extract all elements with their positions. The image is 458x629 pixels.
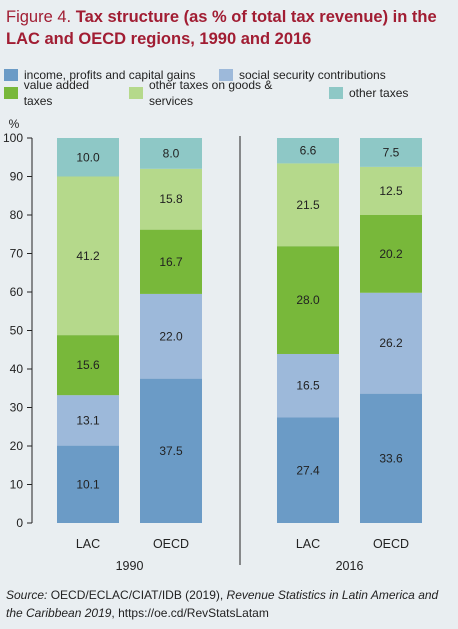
x-tick-label-1: OECD <box>153 537 189 551</box>
y-axis-label: % <box>9 117 20 131</box>
data-label-2-4: 6.6 <box>300 144 317 158</box>
legend-label-income: income, profits and capital gains <box>24 68 196 82</box>
source-note: Source: OECD/ECLAC/CIAT/IDB (2019), Reve… <box>6 586 454 622</box>
data-label-2-0: 27.4 <box>296 463 320 477</box>
legend-row-1: income, profits and capital gains social… <box>4 66 454 84</box>
source-label: Source: <box>6 588 48 602</box>
y-tick-label-50: 50 <box>10 324 24 338</box>
source-publication: Revenue Statistics in Latin America and … <box>6 588 439 620</box>
bar-segment-1-0 <box>140 378 202 523</box>
legend-item-income: income, profits and capital gains <box>4 67 209 83</box>
data-label-2-1: 16.5 <box>296 379 320 393</box>
data-label-1-3: 15.8 <box>159 192 183 206</box>
bar-segment-3-3 <box>360 166 422 215</box>
x-tick-label-2: LAC <box>296 537 320 551</box>
y-tick-label-10: 10 <box>10 478 24 492</box>
legend-swatch-other-goods <box>129 87 143 99</box>
x-tick-label-3: OECD <box>373 537 409 551</box>
bar-segment-0-4 <box>57 138 119 177</box>
data-label-1-2: 16.7 <box>159 255 183 269</box>
source-url: , https://oe.cd/RevStatsLatam <box>111 606 269 620</box>
data-label-0-2: 15.6 <box>76 358 100 372</box>
y-tick-label-60: 60 <box>10 285 24 299</box>
legend-item-social-security: social security contributions <box>219 67 386 83</box>
legend-label-other-goods: other taxes on goods & services <box>148 78 273 108</box>
legend-label-vat: value added taxes <box>23 78 90 108</box>
bar-segment-3-2 <box>360 215 422 293</box>
y-tick-label-30: 30 <box>10 401 24 415</box>
figure-title-text: Tax structure (as % of total tax revenue… <box>6 8 437 48</box>
bar-segment-0-1 <box>57 395 119 446</box>
y-tick-label-40: 40 <box>10 362 24 376</box>
bar-segment-2-1 <box>277 353 339 418</box>
bar-segment-1-2 <box>140 229 202 294</box>
group-label-0: 1990 <box>116 559 144 573</box>
source-text: OECD/ECLAC/CIAT/IDB (2019), <box>50 588 224 602</box>
data-label-0-4: 10.0 <box>76 150 100 164</box>
data-label-3-0: 33.6 <box>379 451 403 465</box>
bar-segment-0-0 <box>57 445 119 523</box>
data-label-1-4: 8.0 <box>163 146 180 160</box>
y-tick-label-20: 20 <box>10 439 24 453</box>
group-label-1: 2016 <box>336 559 364 573</box>
bar-segment-2-3 <box>277 163 339 247</box>
bar-segment-1-4 <box>140 138 202 169</box>
figure-title: Figure 4. Tax structure (as % of total t… <box>6 6 452 50</box>
legend-label-other-taxes: other taxes <box>349 86 409 100</box>
bar-segment-2-2 <box>277 246 339 354</box>
y-tick-label-0: 0 <box>16 516 23 530</box>
y-tick-label-90: 90 <box>10 170 24 184</box>
data-label-3-2: 20.2 <box>379 247 403 261</box>
data-label-0-1: 13.1 <box>76 413 100 427</box>
bar-segment-0-3 <box>57 176 119 336</box>
y-tick-label-100: 100 <box>3 131 23 145</box>
legend-swatch-other-taxes <box>329 87 343 99</box>
data-label-3-1: 26.2 <box>379 336 403 350</box>
figure-label: Figure 4. <box>6 8 72 26</box>
legend-row-2: value added taxes other taxes on goods &… <box>4 78 454 108</box>
data-label-2-2: 28.0 <box>296 293 320 307</box>
legend-label-social-security: social security contributions <box>239 68 386 82</box>
legend-item-other-taxes: other taxes <box>329 85 408 101</box>
bar-segment-3-1 <box>360 292 422 394</box>
data-label-3-3: 12.5 <box>379 184 403 198</box>
bar-segment-0-2 <box>57 335 119 396</box>
bar-segment-2-0 <box>277 417 339 523</box>
data-label-0-0: 10.1 <box>76 477 100 491</box>
bar-segment-1-3 <box>140 168 202 230</box>
data-label-2-3: 21.5 <box>296 198 320 212</box>
y-tick-label-80: 80 <box>10 208 24 222</box>
legend-item-other-goods: other taxes on goods & services <box>129 77 319 109</box>
bar-segment-3-0 <box>360 393 422 523</box>
bar-segment-1-1 <box>140 293 202 379</box>
data-label-1-1: 22.0 <box>159 329 183 343</box>
data-label-1-0: 37.5 <box>159 444 183 458</box>
data-label-0-3: 41.2 <box>76 249 100 263</box>
legend-swatch-income <box>4 69 18 81</box>
legend-swatch-social-security <box>219 69 233 81</box>
chart-legend: income, profits and capital gains social… <box>4 66 454 108</box>
legend-swatch-vat <box>4 87 18 99</box>
legend-item-vat: value added taxes <box>4 77 119 109</box>
data-label-3-4: 7.5 <box>383 145 400 159</box>
bar-segment-2-4 <box>277 138 339 164</box>
x-tick-label-0: LAC <box>76 537 100 551</box>
bar-segment-3-4 <box>360 138 422 167</box>
y-tick-label-70: 70 <box>10 247 24 261</box>
